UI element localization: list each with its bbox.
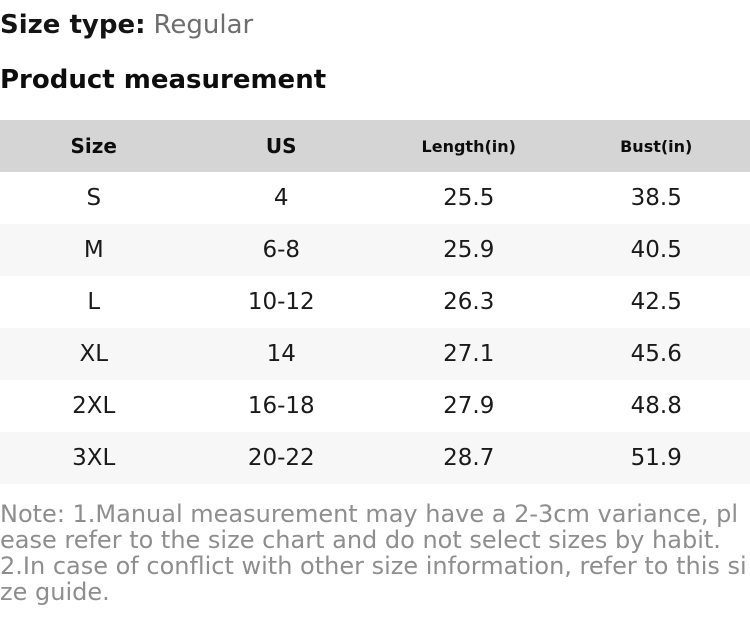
table-cell: 45.6 [563, 328, 750, 380]
table-cell: 28.7 [375, 432, 563, 484]
table-cell: 27.1 [375, 328, 563, 380]
table-cell: 40.5 [563, 224, 750, 276]
table-cell: 26.3 [375, 276, 563, 328]
table-cell: 51.9 [563, 432, 750, 484]
table-cell: 42.5 [563, 276, 750, 328]
measurement-note: Note: 1.Manual measurement may have a 2-… [0, 501, 750, 605]
table-cell: 25.5 [375, 172, 563, 224]
column-header-us: US [188, 120, 376, 172]
product-measurement-title: Product measurement [0, 65, 750, 95]
column-header-bustin: Bust(in) [563, 120, 750, 172]
column-header-lengthin: Length(in) [375, 120, 563, 172]
size-type-line: Size type: Regular [0, 10, 750, 40]
table-cell: 38.5 [563, 172, 750, 224]
table-cell: L [0, 276, 188, 328]
size-type-label: Size type: [0, 10, 145, 40]
table-cell: 48.8 [563, 380, 750, 432]
table-cell: 16-18 [188, 380, 376, 432]
table-cell: 20-22 [188, 432, 376, 484]
table-cell: 25.9 [375, 224, 563, 276]
table-cell: 14 [188, 328, 376, 380]
table-cell: XL [0, 328, 188, 380]
table-cell: 3XL [0, 432, 188, 484]
table-cell: 6-8 [188, 224, 376, 276]
table-cell: 4 [188, 172, 376, 224]
size-guide-section: Size type: Regular Product measurement Si… [0, 10, 750, 605]
table-cell: 27.9 [375, 380, 563, 432]
table-cell: 2XL [0, 380, 188, 432]
column-header-size: Size [0, 120, 188, 172]
table-cell: 10-12 [188, 276, 376, 328]
size-type-value: Regular [153, 10, 253, 40]
table-cell: M [0, 224, 188, 276]
table-cell: S [0, 172, 188, 224]
